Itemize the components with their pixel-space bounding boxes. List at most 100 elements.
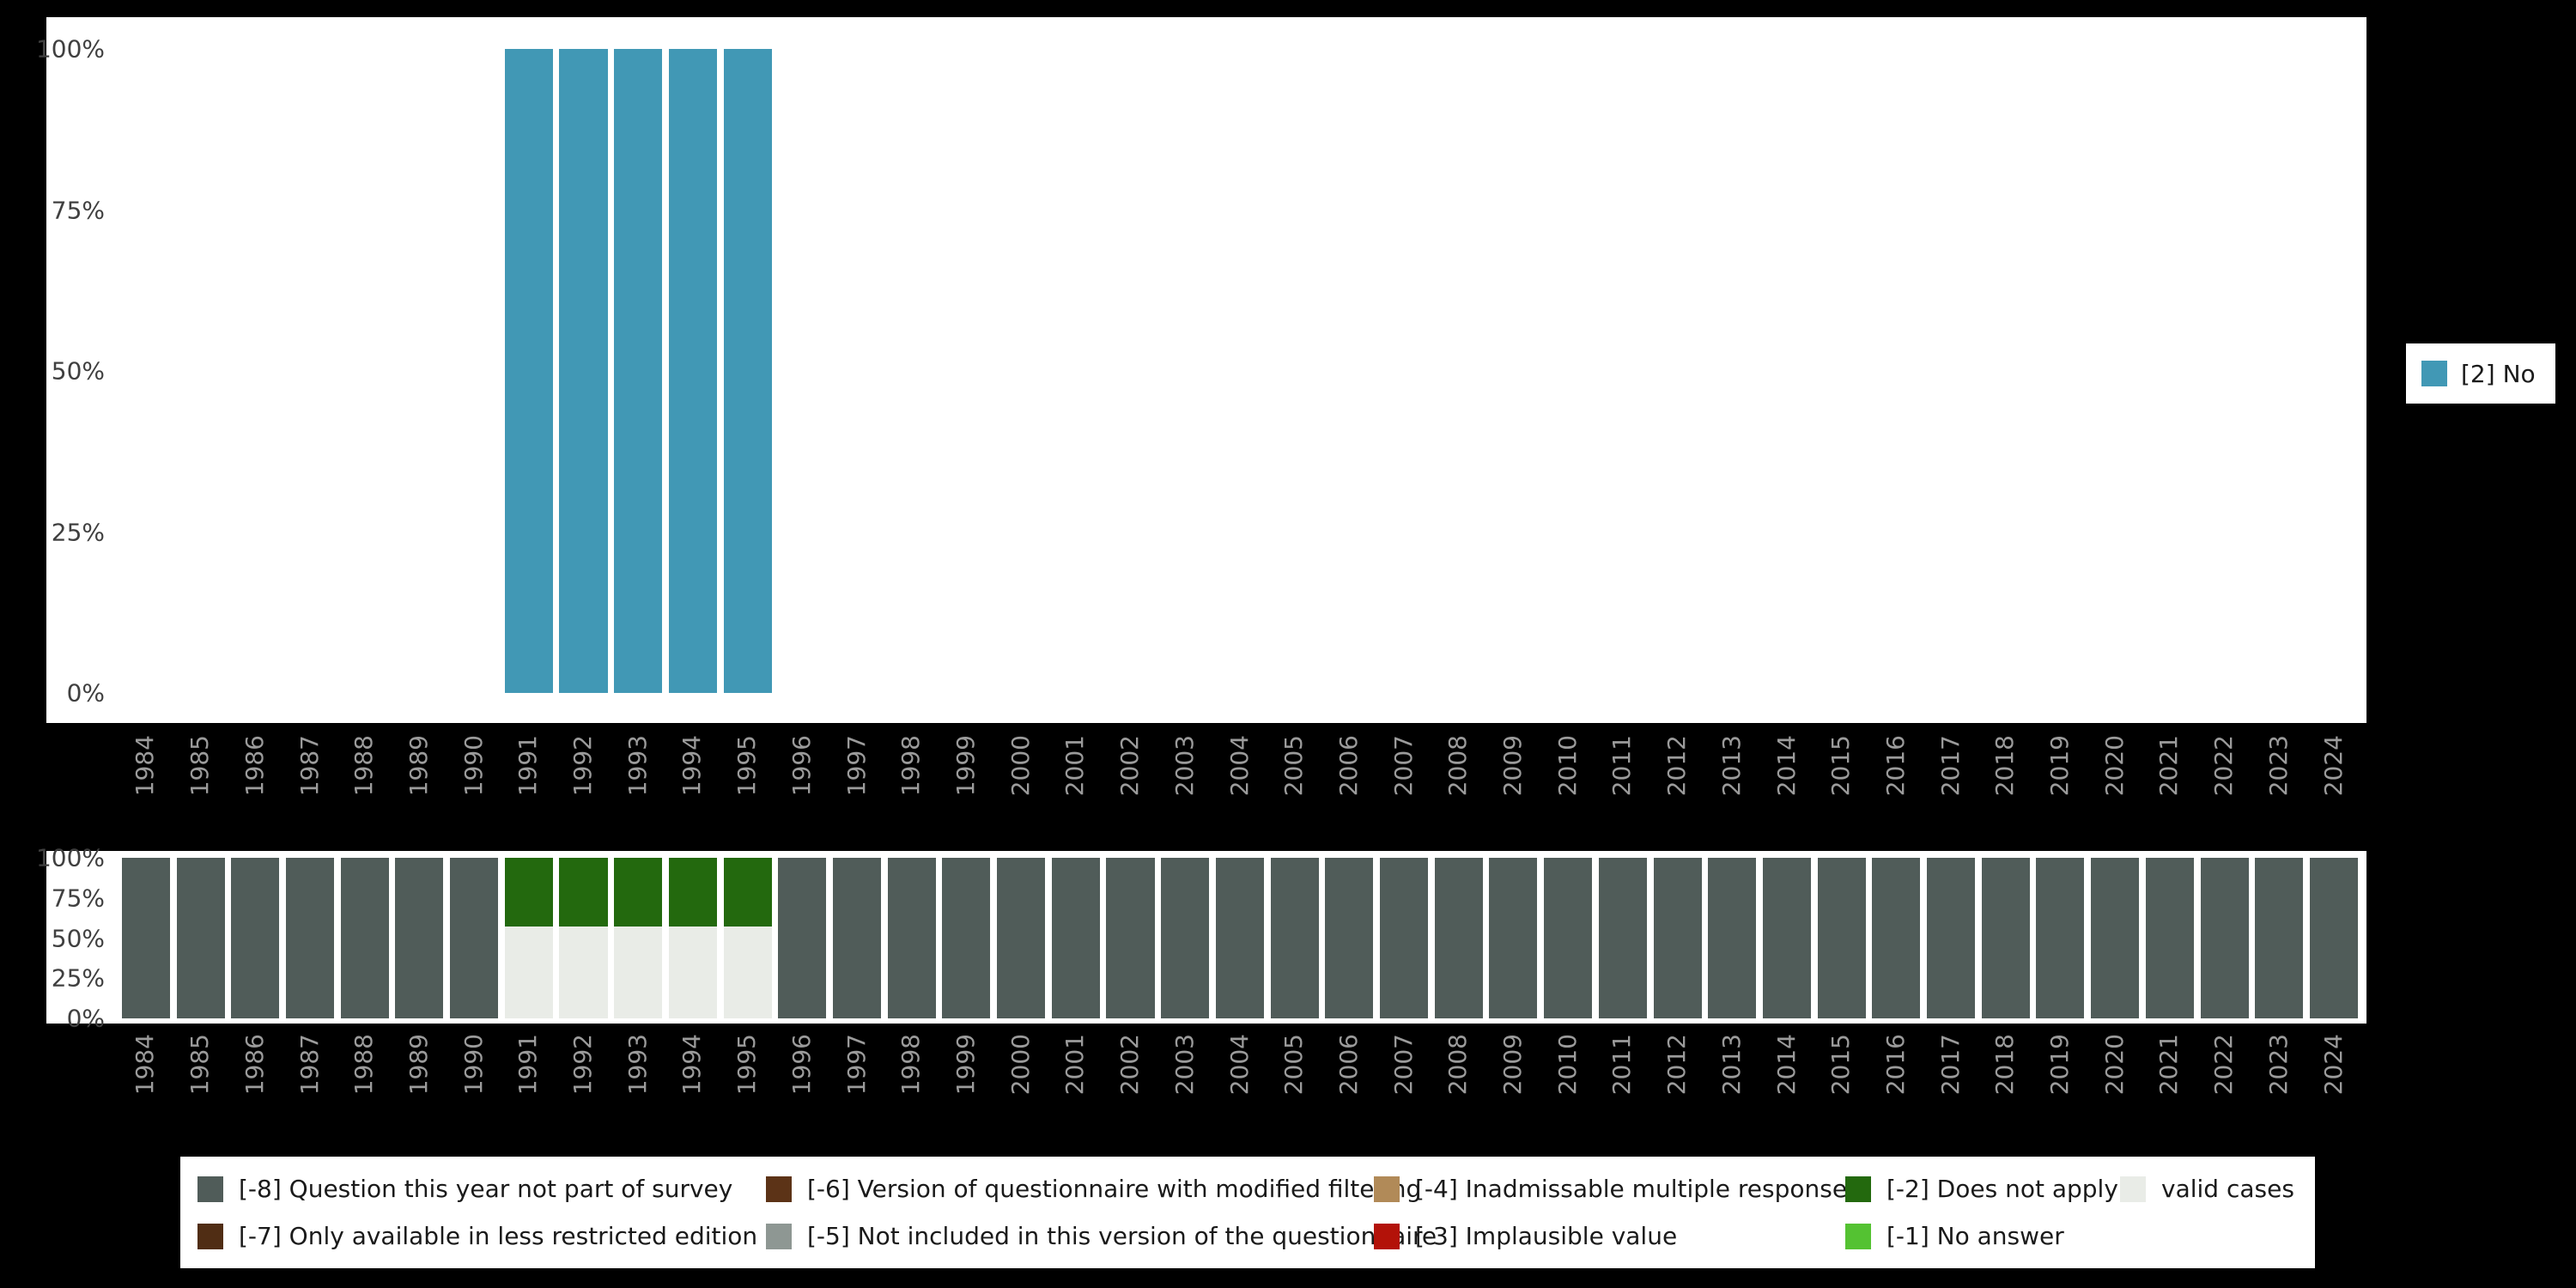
x-axis-label: 1996	[787, 735, 816, 797]
bar-stack-2015	[1818, 49, 1866, 693]
bar-segment	[997, 858, 1046, 1018]
bar-1994	[665, 49, 720, 693]
x-tick-2018: 2018	[1978, 730, 2033, 837]
bar-segment	[340, 858, 389, 1018]
x-axis-label: 1992	[568, 735, 598, 797]
x-axis-label: 2018	[1990, 1034, 2020, 1096]
bar-2021	[2142, 49, 2197, 693]
x-tick-1989: 1989	[392, 730, 447, 837]
bar-2015	[1814, 858, 1869, 1018]
bar-1988	[337, 858, 392, 1018]
bar-segment	[1434, 858, 1483, 1018]
bar-1997	[829, 49, 884, 693]
bar-segment	[832, 858, 882, 1018]
x-axis-label: 2006	[1334, 735, 1363, 797]
legend-item: [-8] Question this year not part of surv…	[197, 1175, 766, 1203]
bar-2018	[1978, 49, 2033, 693]
x-axis-label: 2006	[1334, 1034, 1363, 1096]
bar-stack-1990	[450, 858, 499, 1018]
bar-2013	[1704, 858, 1759, 1018]
bar-stack-2006	[1325, 858, 1374, 1018]
x-tick-2022: 2022	[2197, 1029, 2252, 1136]
x-tick-1984: 1984	[118, 730, 173, 837]
legend-item: [-3] Implausible value	[1374, 1222, 1845, 1250]
x-axis-label: 1987	[295, 735, 324, 797]
bar-1993	[611, 49, 665, 693]
bar-1991	[501, 49, 556, 693]
bar-2015	[1814, 49, 1869, 693]
legend-swatch	[1845, 1223, 1871, 1249]
x-tick-2021: 2021	[2142, 1029, 2197, 1136]
x-axis-label: 1984	[131, 1034, 160, 1096]
x-tick-2016: 2016	[1869, 730, 1924, 837]
y-axis-label: 0%	[66, 1004, 105, 1033]
bar-stack-1988	[340, 858, 389, 1018]
legend-swatch	[1374, 1223, 1400, 1249]
main-chart-plot	[118, 49, 2361, 693]
x-axis-label: 1995	[732, 735, 762, 797]
bar-1999	[939, 49, 994, 693]
bar-stack-1998	[887, 858, 936, 1018]
bar-stack-2019	[2036, 49, 2084, 693]
bar-2007	[1376, 49, 1431, 693]
x-tick-2001: 2001	[1048, 730, 1103, 837]
bar-segment	[668, 49, 717, 693]
x-axis-label: 2009	[1498, 735, 1528, 797]
x-tick-2017: 2017	[1923, 730, 1978, 837]
x-tick-2007: 2007	[1376, 730, 1431, 837]
bar-stack-1987	[286, 49, 334, 693]
x-tick-1987: 1987	[283, 730, 337, 837]
x-axis-label: 1989	[404, 735, 433, 797]
bar-stack-1984	[121, 858, 170, 1018]
bar-segment	[723, 927, 772, 1018]
x-axis-label: 2013	[1716, 1034, 1746, 1096]
bar-stack-2018	[1982, 49, 2030, 693]
bar-segment	[1927, 858, 1976, 1018]
bar-2005	[1267, 858, 1322, 1018]
x-axis-label: 2019	[2045, 1034, 2075, 1096]
x-axis-label: 2012	[1662, 1034, 1692, 1096]
x-axis-label: 1987	[295, 1034, 324, 1096]
main-chart-panel	[46, 17, 2366, 723]
x-tick-1991: 1991	[501, 1029, 556, 1136]
x-tick-2016: 2016	[1869, 1029, 1924, 1136]
bar-segment	[1981, 858, 2030, 1018]
legend-swatch	[197, 1176, 223, 1202]
x-tick-2010: 2010	[1540, 1029, 1595, 1136]
x-tick-2002: 2002	[1103, 730, 1158, 837]
x-axis-label: 2016	[1880, 1034, 1910, 1096]
bar-stack-2007	[1380, 858, 1429, 1018]
x-tick-1986: 1986	[228, 1029, 283, 1136]
x-axis-label: 2023	[2263, 735, 2293, 797]
x-axis-label: 2011	[1607, 1034, 1637, 1096]
legend-swatch	[1374, 1176, 1400, 1202]
bar-stack-1984	[122, 49, 170, 693]
bar-2008	[1431, 49, 1486, 693]
bar-1987	[283, 858, 337, 1018]
x-tick-1985: 1985	[173, 730, 228, 837]
bar-segment	[778, 858, 827, 1018]
x-axis-label: 2011	[1607, 735, 1637, 797]
bar-segment	[1544, 858, 1593, 1018]
x-tick-2009: 2009	[1486, 730, 1541, 837]
bar-2012	[1650, 49, 1705, 693]
x-tick-1999: 1999	[939, 730, 994, 837]
x-axis-label: 2002	[1115, 1034, 1145, 1096]
bar-2001	[1048, 49, 1103, 693]
bar-1985	[173, 49, 228, 693]
x-axis-label: 2008	[1443, 735, 1473, 797]
x-tick-1986: 1986	[228, 730, 283, 837]
bar-stack-1991	[504, 858, 553, 1018]
bar-1989	[392, 49, 447, 693]
bar-stack-1998	[888, 49, 936, 693]
x-axis-label: 2000	[1005, 1034, 1035, 1096]
x-axis-label: 2018	[1990, 735, 2020, 797]
legend-item-label: [-4] Inadmissable multiple response	[1415, 1175, 1848, 1203]
bar-segment	[723, 49, 772, 693]
x-tick-1990: 1990	[447, 730, 501, 837]
x-axis-label: 2021	[2154, 735, 2184, 797]
x-tick-1989: 1989	[392, 1029, 447, 1136]
bar-segment	[887, 858, 936, 1018]
bar-stack-2007	[1380, 49, 1428, 693]
bar-1987	[283, 49, 337, 693]
